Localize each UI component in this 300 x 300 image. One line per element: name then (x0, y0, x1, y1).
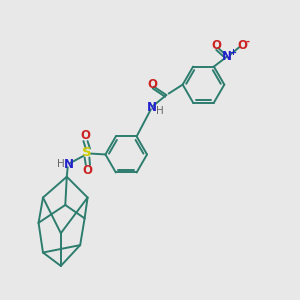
Text: N: N (64, 158, 74, 171)
Text: N: N (146, 101, 157, 114)
Text: N: N (222, 50, 232, 63)
Text: H: H (156, 106, 164, 116)
Text: O: O (80, 129, 90, 142)
Text: S: S (82, 146, 92, 160)
Text: O: O (237, 39, 247, 52)
Text: O: O (147, 78, 158, 91)
Text: +: + (229, 48, 236, 57)
Text: O: O (211, 39, 221, 52)
Text: H: H (57, 159, 65, 169)
Text: -: - (245, 37, 250, 47)
Text: O: O (82, 164, 93, 177)
